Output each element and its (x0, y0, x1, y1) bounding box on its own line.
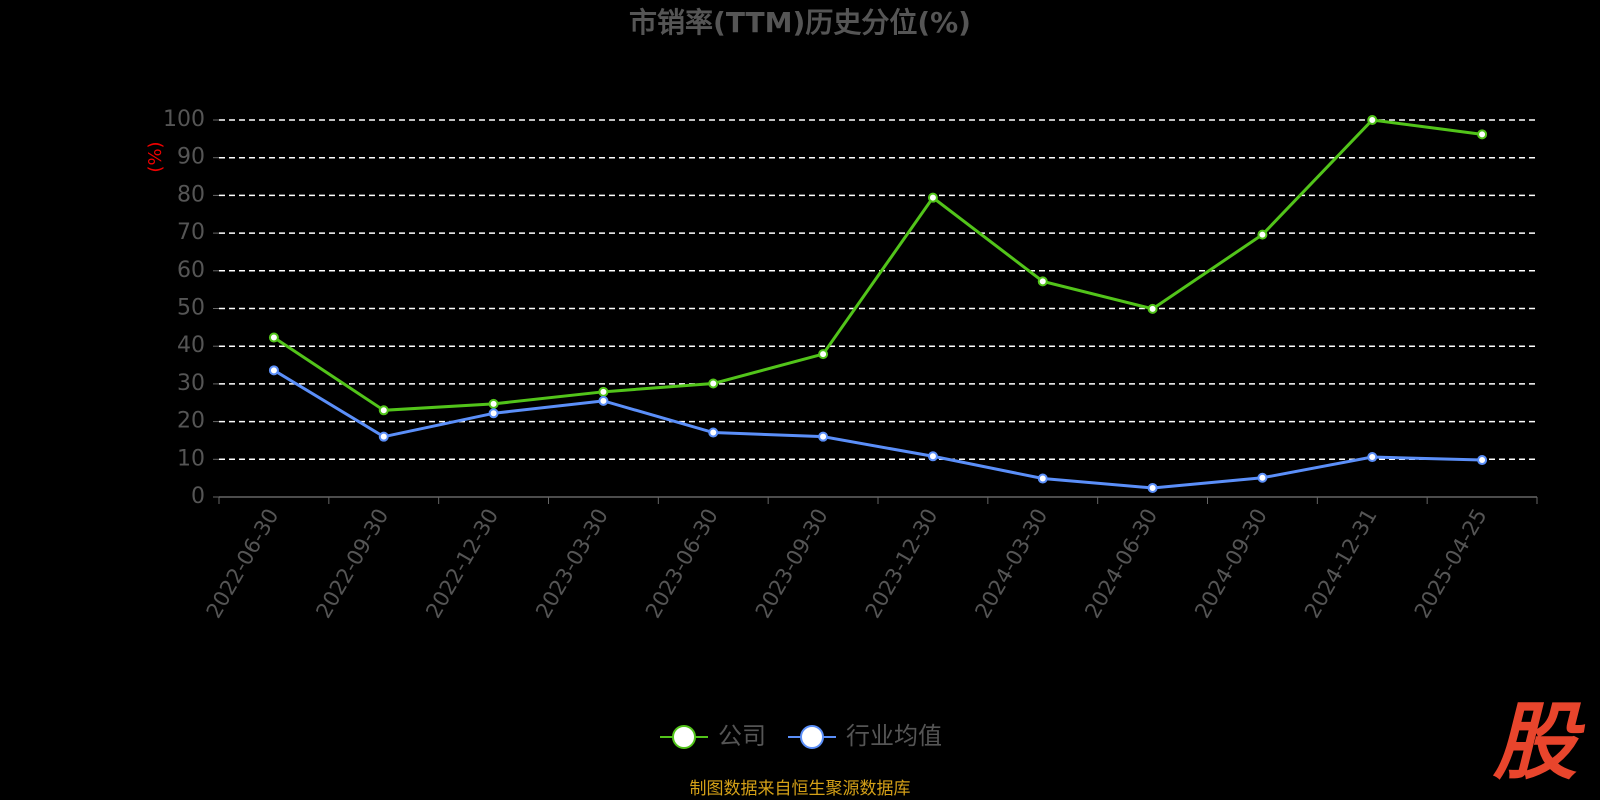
y-tick-label: 0 (191, 484, 205, 509)
y-tick-label: 30 (177, 371, 205, 396)
data-point (1147, 303, 1158, 314)
y-tick-label: 100 (163, 107, 205, 132)
x-tick-label: 2025-04-25 (1410, 505, 1492, 623)
source-note: 制图数据来自恒生聚源数据库 (690, 779, 911, 799)
data-point (1367, 452, 1378, 463)
data-point (708, 378, 719, 389)
data-point (1147, 482, 1158, 493)
series-line (273, 118, 1483, 412)
data-point (818, 431, 829, 442)
series-line (273, 369, 1483, 490)
data-point (1477, 129, 1488, 140)
data-point (1257, 229, 1268, 240)
data-point (1037, 473, 1048, 484)
data-point (708, 427, 719, 438)
y-axis-label: (%) (145, 141, 166, 172)
data-point (818, 349, 829, 360)
y-tick-label: 80 (177, 182, 205, 207)
x-tick-label: 2024-12-31 (1300, 505, 1382, 623)
y-tick-label: 60 (177, 258, 205, 283)
legend-label: 行业均值 (846, 722, 942, 750)
data-point (1257, 472, 1268, 483)
x-tick-label: 2023-09-30 (751, 505, 833, 623)
x-tick-label: 2022-06-30 (202, 505, 284, 623)
data-point (1037, 276, 1048, 287)
x-tick-label: 2023-12-30 (861, 505, 943, 623)
data-point (488, 408, 499, 419)
x-tick-label: 2022-09-30 (311, 505, 393, 623)
chart-title: 市销率(TTM)历史分位(%) (629, 6, 971, 39)
y-tick-label: 70 (177, 220, 205, 245)
data-point (1367, 115, 1378, 125)
y-tick-label: 50 (177, 296, 205, 321)
data-point (268, 365, 279, 376)
legend-marker (800, 725, 824, 749)
x-tick-label: 2023-03-30 (531, 505, 613, 623)
y-tick-label: 90 (177, 145, 205, 170)
x-tick-label: 2024-03-30 (970, 505, 1052, 623)
legend-marker (672, 725, 696, 749)
x-tick-label: 2022-12-30 (421, 505, 503, 623)
data-point (378, 405, 389, 416)
y-tick-label: 10 (177, 446, 205, 471)
data-point (378, 431, 389, 442)
data-point (1477, 455, 1488, 466)
data-point (927, 192, 938, 203)
y-tick-label: 20 (177, 409, 205, 434)
data-point (268, 332, 279, 343)
legend-label: 公司 (718, 722, 766, 750)
x-tick-label: 2023-06-30 (641, 505, 723, 623)
x-tick-label: 2024-06-30 (1080, 505, 1162, 623)
y-tick-label: 40 (177, 333, 205, 358)
data-point (927, 451, 938, 462)
data-point (488, 398, 499, 409)
data-point (598, 395, 609, 406)
logo: 股 (1492, 693, 1586, 791)
x-tick-label: 2024-09-30 (1190, 505, 1272, 623)
data-point (598, 386, 609, 397)
